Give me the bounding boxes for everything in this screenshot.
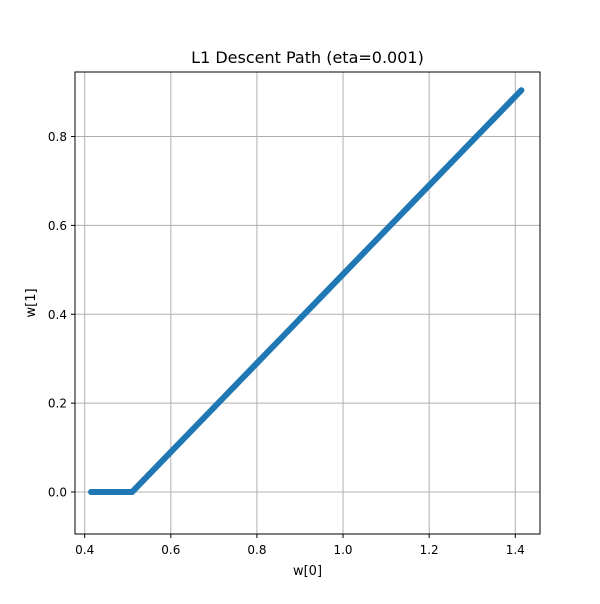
y-axis-label: w[1] xyxy=(24,288,39,317)
ticks: 0.4 0.6 0.8 1.0 1.2 1.4 0.0 0.2 0.4 0.6 0.8 xyxy=(48,130,525,557)
data-point xyxy=(94,489,101,496)
x-tick-label: 0.4 xyxy=(75,543,94,557)
data-point xyxy=(120,489,127,496)
data-point xyxy=(490,115,497,122)
y-tick-label: 0.6 xyxy=(48,219,67,233)
data-point xyxy=(253,360,260,367)
data-point xyxy=(404,204,411,211)
data-point xyxy=(167,449,174,456)
data-point xyxy=(383,226,390,233)
x-tick-label: 1.0 xyxy=(333,543,352,557)
data-point xyxy=(318,293,325,300)
data-point xyxy=(361,249,368,256)
data-point xyxy=(88,489,95,496)
axes-frame xyxy=(74,71,541,535)
x-axis-label: w[0] xyxy=(293,564,322,579)
data-point xyxy=(507,97,514,104)
data-point xyxy=(111,489,118,496)
data-point xyxy=(103,489,110,496)
data-point xyxy=(275,337,282,344)
x-tick-label: 1.2 xyxy=(420,543,439,557)
data-point xyxy=(518,87,525,94)
y-tick-label: 0.4 xyxy=(48,308,67,322)
data-point xyxy=(210,404,217,411)
x-tick-label: 0.8 xyxy=(247,543,266,557)
data-point xyxy=(189,426,196,433)
data-point xyxy=(232,382,239,389)
plot-area xyxy=(88,87,525,496)
y-tick-label: 0.0 xyxy=(48,486,67,500)
data-point xyxy=(296,315,303,322)
y-tick-label: 0.2 xyxy=(48,397,67,411)
chart-title: L1 Descent Path (eta=0.001) xyxy=(191,48,424,67)
data-point xyxy=(146,471,153,478)
data-point xyxy=(447,160,454,167)
x-tick-label: 0.6 xyxy=(161,543,180,557)
data-point xyxy=(340,271,347,278)
data-point xyxy=(426,182,433,189)
data-point xyxy=(129,489,136,496)
y-tick-label: 0.8 xyxy=(48,130,67,144)
x-tick-label: 1.4 xyxy=(506,543,525,557)
data-point xyxy=(469,137,476,144)
